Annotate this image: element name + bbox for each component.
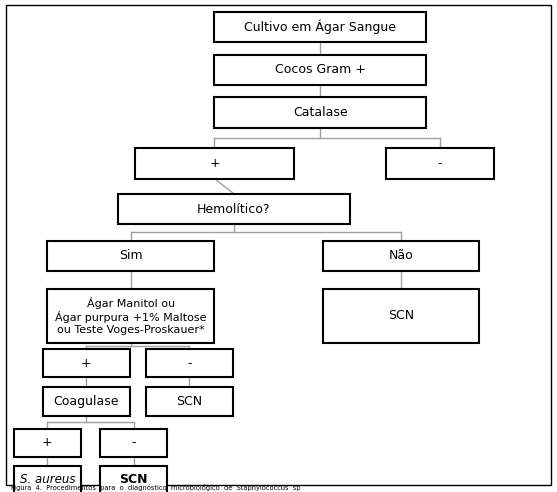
Text: -: - — [187, 357, 192, 369]
Text: -: - — [438, 157, 442, 170]
Text: Figura  4.  Procedimentos  para  o  diagnóstico  microbiológico  de  Staphylococ: Figura 4. Procedimentos para o diagnósti… — [11, 484, 301, 491]
FancyBboxPatch shape — [43, 387, 129, 416]
FancyBboxPatch shape — [43, 349, 129, 377]
Text: Coagulase: Coagulase — [53, 395, 119, 408]
FancyBboxPatch shape — [14, 466, 81, 492]
Text: Ágar Manitol ou
Ágar purpura +1% Maltose
ou Teste Voges-Proskauer*: Ágar Manitol ou Ágar purpura +1% Maltose… — [55, 297, 207, 335]
Text: Cocos Gram +: Cocos Gram + — [275, 63, 366, 76]
Text: S. aureus: S. aureus — [19, 473, 75, 486]
Text: +: + — [42, 436, 53, 449]
FancyBboxPatch shape — [214, 55, 426, 85]
FancyBboxPatch shape — [135, 148, 294, 179]
FancyBboxPatch shape — [47, 241, 214, 271]
FancyBboxPatch shape — [323, 289, 479, 343]
FancyBboxPatch shape — [47, 289, 214, 343]
Text: Catalase: Catalase — [293, 106, 348, 119]
Text: SCN: SCN — [388, 309, 414, 322]
Text: Hemolítico?: Hemolítico? — [197, 203, 271, 215]
FancyBboxPatch shape — [214, 97, 426, 128]
FancyBboxPatch shape — [118, 194, 350, 224]
Text: Cultivo em Ágar Sangue: Cultivo em Ágar Sangue — [245, 20, 396, 34]
FancyBboxPatch shape — [323, 241, 479, 271]
FancyBboxPatch shape — [214, 12, 426, 42]
Text: +: + — [209, 157, 220, 170]
Text: Não: Não — [389, 249, 413, 262]
FancyBboxPatch shape — [146, 349, 233, 377]
FancyBboxPatch shape — [100, 466, 167, 492]
Text: -: - — [131, 436, 136, 449]
Text: +: + — [81, 357, 92, 369]
Text: Sim: Sim — [119, 249, 143, 262]
Text: SCN: SCN — [177, 395, 202, 408]
Text: SCN: SCN — [119, 473, 148, 486]
FancyBboxPatch shape — [386, 148, 495, 179]
FancyBboxPatch shape — [14, 429, 81, 457]
FancyBboxPatch shape — [100, 429, 167, 457]
FancyBboxPatch shape — [146, 387, 233, 416]
